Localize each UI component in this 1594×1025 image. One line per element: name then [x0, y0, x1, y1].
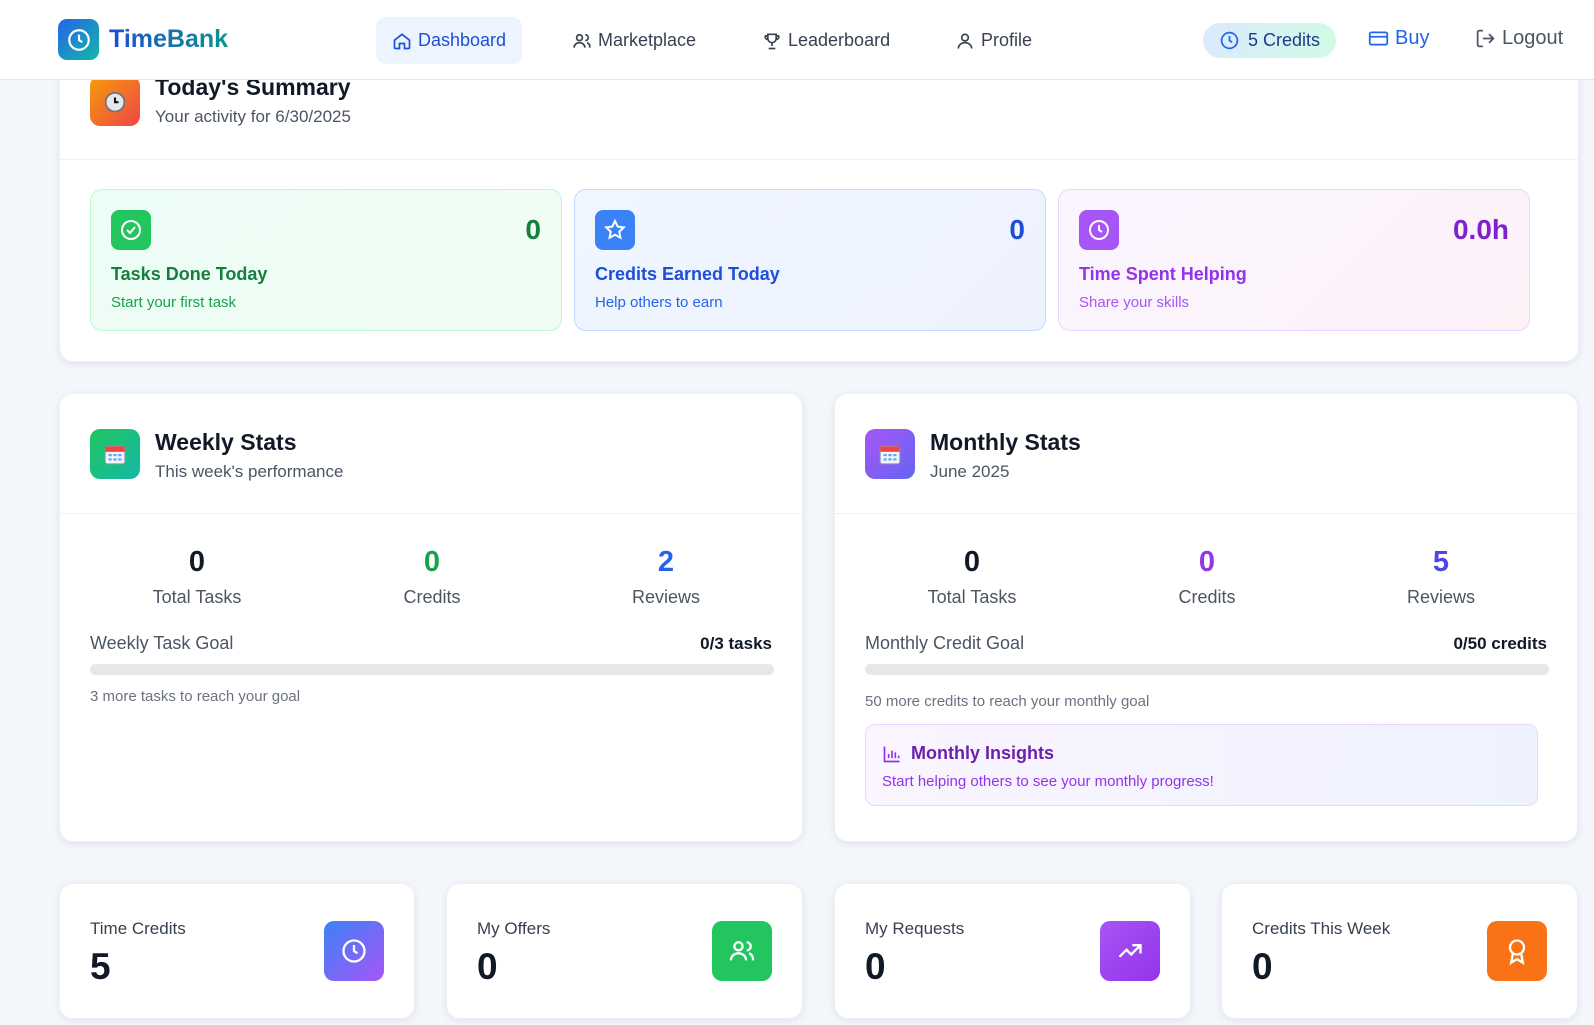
tasks-done-value: 0 [525, 214, 541, 245]
divider [835, 513, 1577, 514]
weekly-credits-value: 0 [423, 546, 441, 578]
weekly-goal-progress [90, 664, 774, 675]
credits-this-week-card[interactable]: Credits This Week 0 [1221, 883, 1578, 1019]
check-circle-icon [111, 210, 151, 250]
weekly-subtitle: This week's performance [155, 462, 344, 481]
monthly-insights: Monthly Insights Start helping others to… [865, 724, 1538, 806]
buy-label: Buy [1395, 27, 1430, 49]
monthly-reviews-label: Reviews [1406, 587, 1476, 607]
monthly-goal-value: 0/50 credits [1453, 634, 1547, 653]
clock-icon [58, 19, 99, 60]
monthly-goal-label: Monthly Credit Goal [865, 633, 1025, 653]
bar-chart-icon [883, 746, 900, 763]
weekly-reviews-label: Reviews [631, 587, 701, 607]
trophy-icon [764, 33, 780, 49]
my-offers-label: My Offers [477, 919, 551, 938]
monthly-stats-card: Monthly Stats June 2025 0 Total Tasks 0 … [834, 393, 1578, 842]
users-icon [573, 33, 591, 48]
my-offers-value: 0 [477, 946, 498, 987]
tasks-done-sub: Start your first task [111, 294, 237, 311]
monthly-reviews-value: 5 [1432, 546, 1450, 578]
monthly-goal-progress [865, 664, 1549, 675]
summary-subtitle: Your activity for 6/30/2025 [155, 107, 351, 126]
nav-dashboard-label: Dashboard [418, 30, 507, 50]
credit-card-icon [1368, 31, 1389, 46]
weekly-total-tasks-label: Total Tasks [152, 587, 242, 607]
logout-label: Logout [1502, 27, 1564, 49]
monthly-insights-text: Start helping others to see your monthly… [882, 773, 1214, 790]
buy-button[interactable]: Buy [1368, 27, 1429, 50]
time-credits-value: 5 [90, 946, 111, 987]
nav-leaderboard-label: Leaderboard [788, 30, 891, 50]
nav-leaderboard[interactable]: Leaderboard [746, 17, 906, 64]
logout-icon [1476, 29, 1495, 48]
my-requests-label: My Requests [865, 919, 965, 938]
credits-label: 5 Credits [1248, 30, 1321, 50]
credits-earned-tile: 0 Credits Earned Today Help others to ea… [574, 189, 1046, 331]
clock-icon [1079, 210, 1119, 250]
credits-earned-label: Credits Earned Today [595, 264, 780, 284]
monthly-insights-title: Monthly Insights [911, 743, 1054, 763]
logout-button[interactable]: Logout [1475, 27, 1563, 50]
calendar-icon [865, 429, 915, 479]
divider [60, 159, 1578, 160]
monthly-title: Monthly Stats [930, 429, 1081, 455]
weekly-stats-card: Weekly Stats This week's performance 0 T… [59, 393, 803, 842]
credits-this-week-label: Credits This Week [1252, 919, 1391, 938]
monthly-credits-value: 0 [1198, 546, 1216, 578]
clock-icon [1220, 31, 1239, 50]
nav-profile-label: Profile [981, 30, 1033, 50]
time-spent-label: Time Spent Helping [1079, 264, 1247, 284]
my-requests-value: 0 [865, 946, 886, 987]
trending-up-icon [1100, 921, 1160, 981]
monthly-credits-label: Credits [1178, 587, 1236, 607]
top-nav: TimeBank Dashboard Marketplace Leaderboa… [0, 0, 1594, 80]
my-offers-card[interactable]: My Offers 0 [446, 883, 803, 1019]
credits-earned-value: 0 [1009, 214, 1025, 245]
weekly-goal-value: 0/3 tasks [700, 634, 772, 653]
clock-icon [324, 921, 384, 981]
user-icon [957, 33, 973, 49]
credits-earned-sub: Help others to earn [595, 294, 723, 311]
award-icon [1487, 921, 1547, 981]
time-spent-value: 0.0h [1452, 214, 1509, 245]
monthly-goal-hint: 50 more credits to reach your monthly go… [865, 693, 1150, 710]
tasks-done-tile: 0 Tasks Done Today Start your first task [90, 189, 562, 331]
nav-profile[interactable]: Profile [939, 17, 1048, 64]
users-icon [712, 921, 772, 981]
calendar-icon [90, 429, 140, 479]
logo[interactable]: TimeBank [58, 19, 228, 60]
weekly-goal-hint: 3 more tasks to reach your goal [90, 688, 301, 705]
weekly-credits-label: Credits [403, 587, 461, 607]
home-icon [393, 32, 411, 49]
nav-dashboard[interactable]: Dashboard [376, 17, 523, 64]
divider [60, 513, 802, 514]
time-spent-tile: 0.0h Time Spent Helping Share your skill… [1058, 189, 1530, 331]
time-spent-sub: Share your skills [1079, 294, 1190, 311]
weekly-goal-label: Weekly Task Goal [90, 633, 234, 653]
monthly-subtitle: June 2025 [930, 462, 1010, 481]
time-credits-card[interactable]: Time Credits 5 [59, 883, 415, 1019]
alarm-clock-icon [90, 76, 140, 126]
time-credits-label: Time Credits [90, 919, 186, 938]
nav-marketplace[interactable]: Marketplace [556, 17, 712, 64]
nav-marketplace-label: Marketplace [598, 30, 697, 50]
weekly-total-tasks-value: 0 [188, 546, 206, 578]
monthly-total-tasks-value: 0 [963, 546, 981, 578]
my-requests-card[interactable]: My Requests 0 [834, 883, 1191, 1019]
credits-this-week-value: 0 [1252, 946, 1273, 987]
summary-card: Today's Summary Your activity for 6/30/2… [59, 40, 1579, 362]
tasks-done-label: Tasks Done Today [111, 264, 268, 284]
weekly-reviews-value: 2 [657, 546, 675, 578]
weekly-title: Weekly Stats [155, 429, 297, 455]
app-name: TimeBank [109, 25, 229, 53]
monthly-total-tasks-label: Total Tasks [927, 587, 1017, 607]
star-icon [595, 210, 635, 250]
credits-badge[interactable]: 5 Credits [1203, 23, 1337, 58]
